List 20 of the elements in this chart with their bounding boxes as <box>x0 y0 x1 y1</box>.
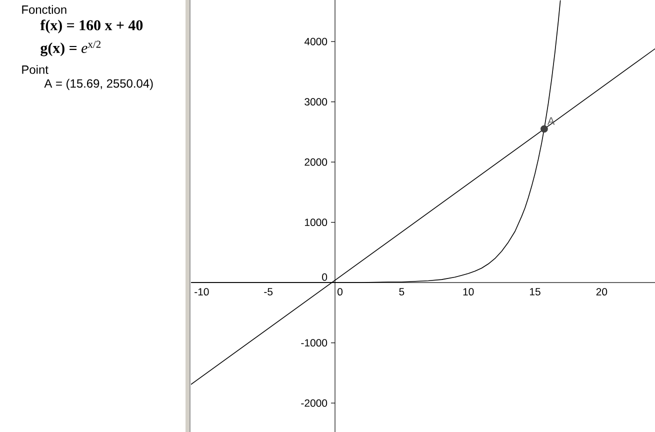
x-tick-label: 20 <box>596 288 608 296</box>
y-tick-label: -1000 <box>301 339 328 347</box>
y-tick-label: 0 <box>322 273 328 281</box>
y-tick-label: 1000 <box>305 218 328 226</box>
text: g(x) = e$^{x/2}$ <box>40 40 101 56</box>
x-tick-label: -5 <box>264 288 273 296</box>
text: A = (15.69, 2550.04) <box>44 78 153 90</box>
y-tick-label: -2000 <box>301 399 328 407</box>
y-tick-label: 3000 <box>304 98 328 106</box>
x-tick-label: 15 <box>530 288 540 296</box>
x-tick-label: 5 <box>399 288 404 296</box>
x-tick-label: 0 <box>338 288 343 296</box>
y-tick-label: 4000 <box>304 38 328 46</box>
x-tick-label: -10 <box>194 288 209 296</box>
text: Fonction <box>22 5 66 14</box>
series-label: A <box>547 117 555 125</box>
y-tick-label: 2000 <box>304 158 328 166</box>
x-tick-label: 10 <box>463 288 474 296</box>
text: f(x) = 160 x + 40 <box>40 20 143 34</box>
text: Point <box>22 65 48 74</box>
